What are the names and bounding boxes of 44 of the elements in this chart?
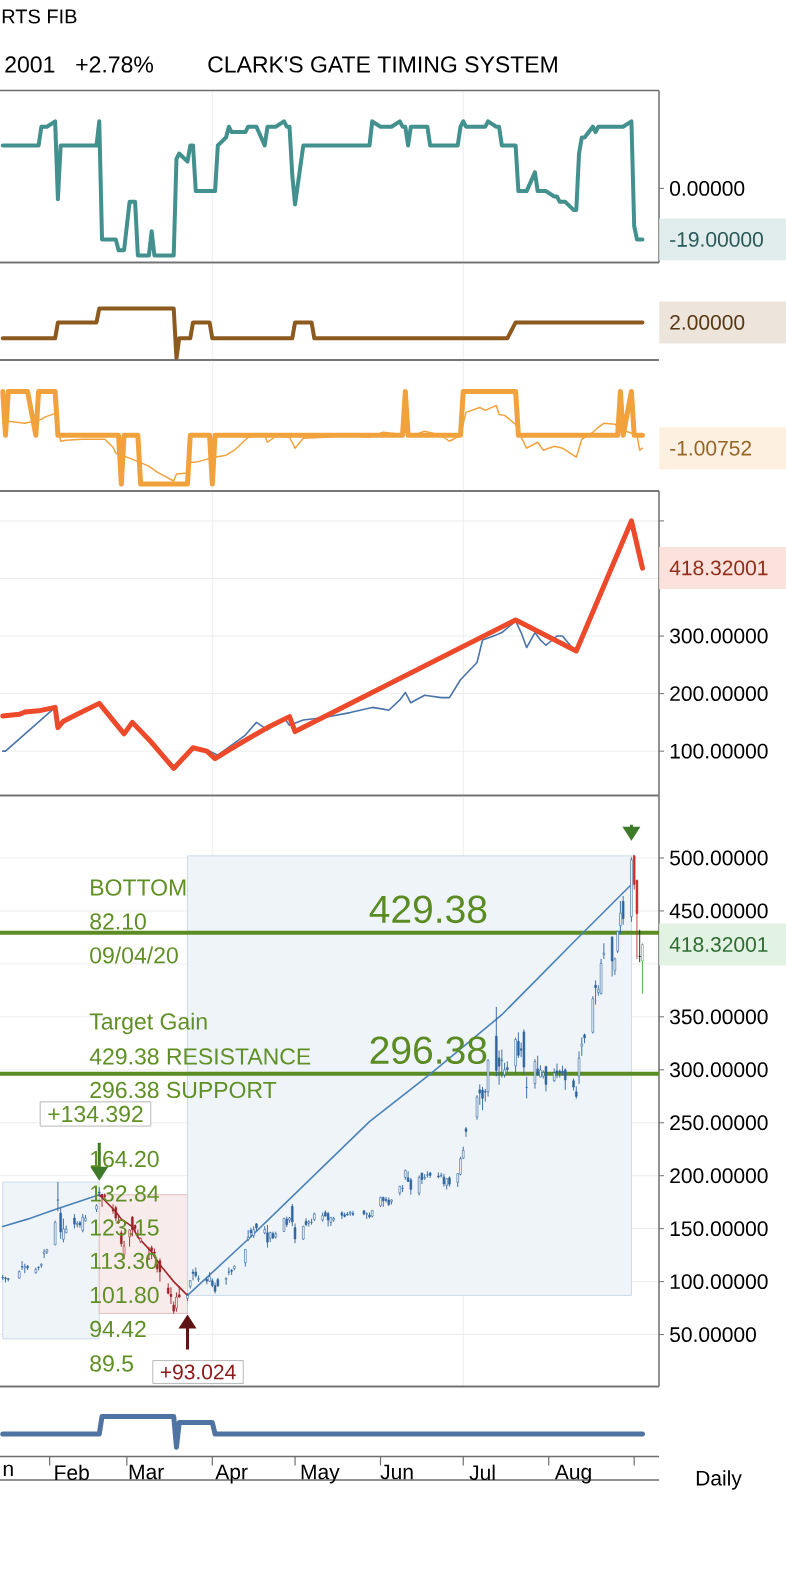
annotation: 113.30 <box>90 1252 157 1270</box>
y-tick-label: 150.00000 <box>670 1221 768 1237</box>
x-tick-label: Feb <box>55 1464 89 1481</box>
annotation: Target Gain <box>89 1012 207 1035</box>
y-tick-label: 250.00000 <box>670 1115 768 1131</box>
annotation: 418.32001 <box>669 937 768 952</box>
annotation: 09/04/20 <box>90 946 178 964</box>
x-tick-label: Mar <box>129 1464 164 1480</box>
annotation: 296.38 SUPPORT <box>90 1081 277 1099</box>
ref-line-label: 429.38 <box>369 895 487 924</box>
y-tick-label: 100.00000 <box>670 743 768 759</box>
text: 2.00000 <box>670 314 745 330</box>
annotation: +93.024 <box>160 1364 236 1380</box>
text: 2001 <box>5 56 55 73</box>
annotation: +134.392 <box>48 1105 143 1123</box>
text: +2.78% <box>76 56 154 73</box>
y-tick-label: 450.00000 <box>669 903 768 919</box>
annotation: 89.5 <box>90 1355 134 1372</box>
text: -1.00752 <box>670 440 752 456</box>
y-tick-label: 200.00000 <box>670 686 768 702</box>
text: Daily <box>696 1470 742 1490</box>
y-tick-label: 0.00000 <box>670 180 745 196</box>
x-tick-label: Jun <box>380 1464 413 1480</box>
x-tick-label: Apr <box>215 1464 248 1484</box>
y-tick-label: 100.00000 <box>670 1274 768 1290</box>
y-tick-label: 50.00000 <box>670 1327 756 1343</box>
annotation: BOTTOM <box>91 879 186 896</box>
y-tick-label: 300.00000 <box>670 1062 768 1078</box>
annotation: 418.32001 <box>669 560 768 576</box>
chart-title: CLARK'S GATE TIMING SYSTEM <box>208 56 557 73</box>
x-tick-label: n <box>3 1464 13 1476</box>
y-tick-label: -19.00000 <box>670 231 763 247</box>
y-tick-label: 300.00000 <box>670 628 768 644</box>
annotation: 101.80 <box>90 1286 159 1304</box>
y-tick-label: 200.00000 <box>670 1168 768 1184</box>
x-tick-label: Aug <box>554 1464 591 1484</box>
x-tick-label: Jul <box>469 1464 495 1481</box>
x-tick-label: May <box>301 1464 340 1484</box>
y-tick-label: 500.00000 <box>670 850 768 866</box>
annotation: 429.38 RESISTANCE <box>89 1048 311 1065</box>
annotation: 82.10 <box>90 913 146 930</box>
annotation: 94.42 <box>90 1320 146 1338</box>
y-tick-label: 350.00000 <box>670 1009 768 1025</box>
text: RTS FIB <box>2 9 77 24</box>
